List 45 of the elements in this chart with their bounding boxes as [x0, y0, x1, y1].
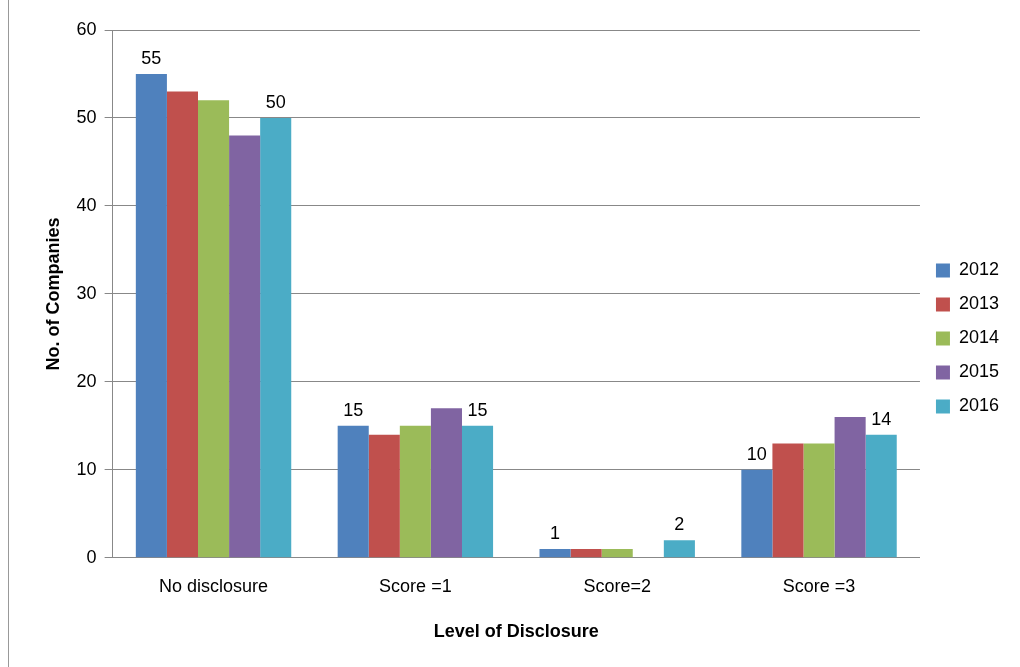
data-label: 55	[141, 47, 162, 68]
bar	[803, 443, 835, 558]
bar	[601, 549, 633, 558]
bar	[260, 117, 292, 558]
bar	[399, 425, 431, 558]
x-axis-title: Level of Disclosure	[433, 621, 599, 642]
data-label: 50	[265, 91, 286, 112]
bar	[570, 549, 602, 558]
y-tick-label: 60	[76, 18, 97, 39]
data-label: 14	[871, 408, 892, 429]
data-label: 15	[467, 399, 488, 420]
bar	[539, 549, 571, 558]
y-tick-label: 20	[76, 370, 97, 391]
y-tick-label: 0	[86, 546, 97, 567]
y-tick-label: 40	[76, 194, 97, 215]
data-label: 2	[674, 514, 685, 535]
legend-label: 2014	[958, 327, 999, 348]
y-tick-label: 50	[76, 106, 97, 127]
bar	[337, 425, 369, 558]
data-label: 10	[746, 443, 767, 464]
bar	[198, 100, 230, 558]
y-axis-title: No. of Companies	[42, 217, 63, 371]
bar	[741, 469, 773, 558]
legend-label: 2015	[958, 361, 999, 382]
bar	[229, 135, 261, 558]
bar	[834, 417, 866, 558]
x-tick-label: Score=2	[583, 575, 651, 596]
bar	[462, 425, 494, 558]
bar	[166, 91, 198, 558]
bar	[368, 434, 400, 558]
bar	[430, 408, 462, 558]
bar	[772, 443, 804, 558]
x-tick-label: Score =3	[782, 575, 856, 596]
y-tick-label: 10	[76, 458, 97, 479]
legend-label: 2012	[958, 259, 999, 280]
data-label: 15	[343, 399, 364, 420]
bar	[135, 73, 167, 558]
legend-label: 2016	[958, 395, 999, 416]
data-label: 1	[550, 522, 561, 543]
bar	[663, 540, 695, 558]
x-tick-label: Score =1	[379, 575, 452, 596]
y-tick-label: 30	[76, 282, 97, 303]
bar	[865, 434, 897, 558]
legend-label: 2013	[958, 293, 999, 314]
x-tick-label: No disclosure	[159, 575, 269, 596]
